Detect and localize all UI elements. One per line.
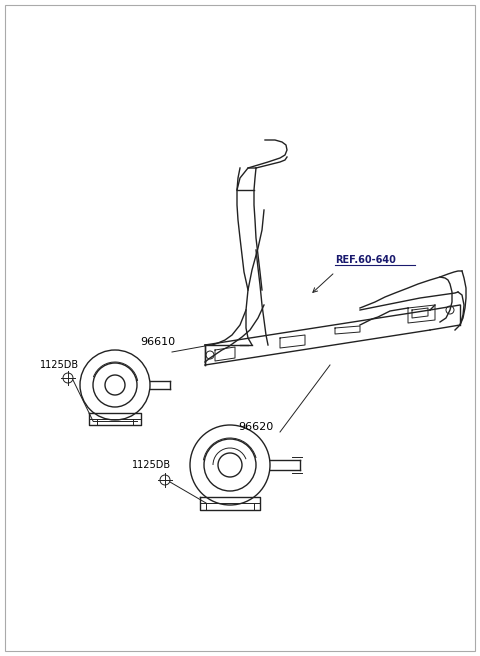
Text: REF.60-640: REF.60-640 [335,255,396,265]
Text: 1125DB: 1125DB [132,460,171,470]
Text: 96620: 96620 [238,422,273,432]
Text: 1125DB: 1125DB [40,360,79,370]
Text: 96610: 96610 [140,337,175,347]
